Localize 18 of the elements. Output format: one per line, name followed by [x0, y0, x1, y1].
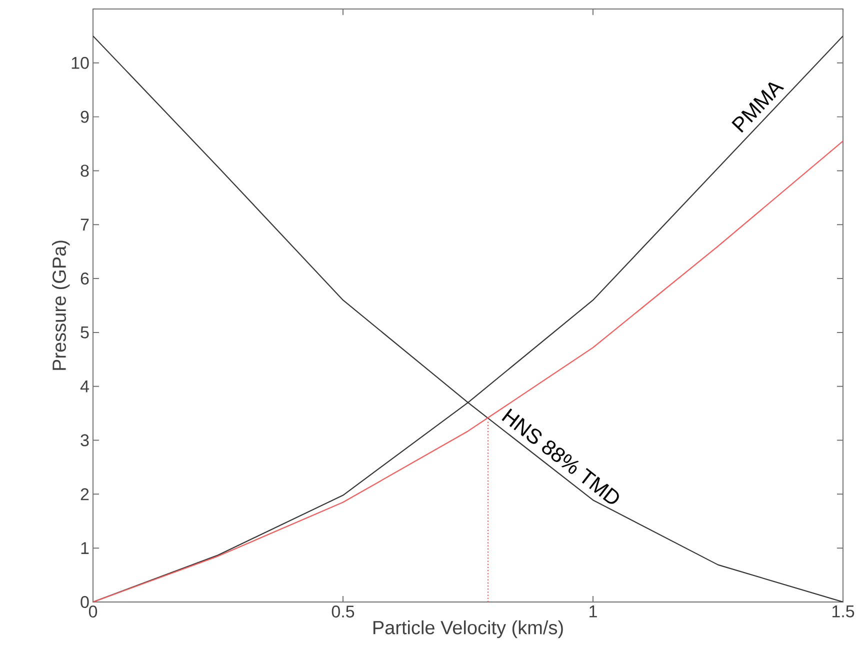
y-tick-label: 7 [80, 218, 89, 230]
x-tick-label: 0.5 [332, 606, 354, 618]
y-tick-label: 4 [80, 380, 89, 392]
y-tick-label: 5 [80, 326, 89, 338]
x-tick-label: 0 [88, 606, 98, 618]
x-tick-label: 1.5 [832, 606, 854, 618]
x-tick-label: 1 [590, 606, 597, 618]
y-tick-label: 0 [80, 596, 89, 608]
y-tick-label: 3 [80, 434, 89, 446]
y-tick-label: 8 [80, 164, 89, 177]
y-tick-label: 9 [80, 110, 89, 123]
y-tick-label: 10 [72, 56, 89, 69]
y-tick-label: 2 [80, 488, 89, 500]
x-axis-title: Particle Velocity (km/s) [373, 620, 563, 638]
y-tick-label: 6 [80, 272, 89, 285]
y-tick-label: 1 [81, 542, 89, 554]
y-axis-title: Pressure (GPa) [52, 240, 70, 370]
line-series [93, 140, 844, 602]
